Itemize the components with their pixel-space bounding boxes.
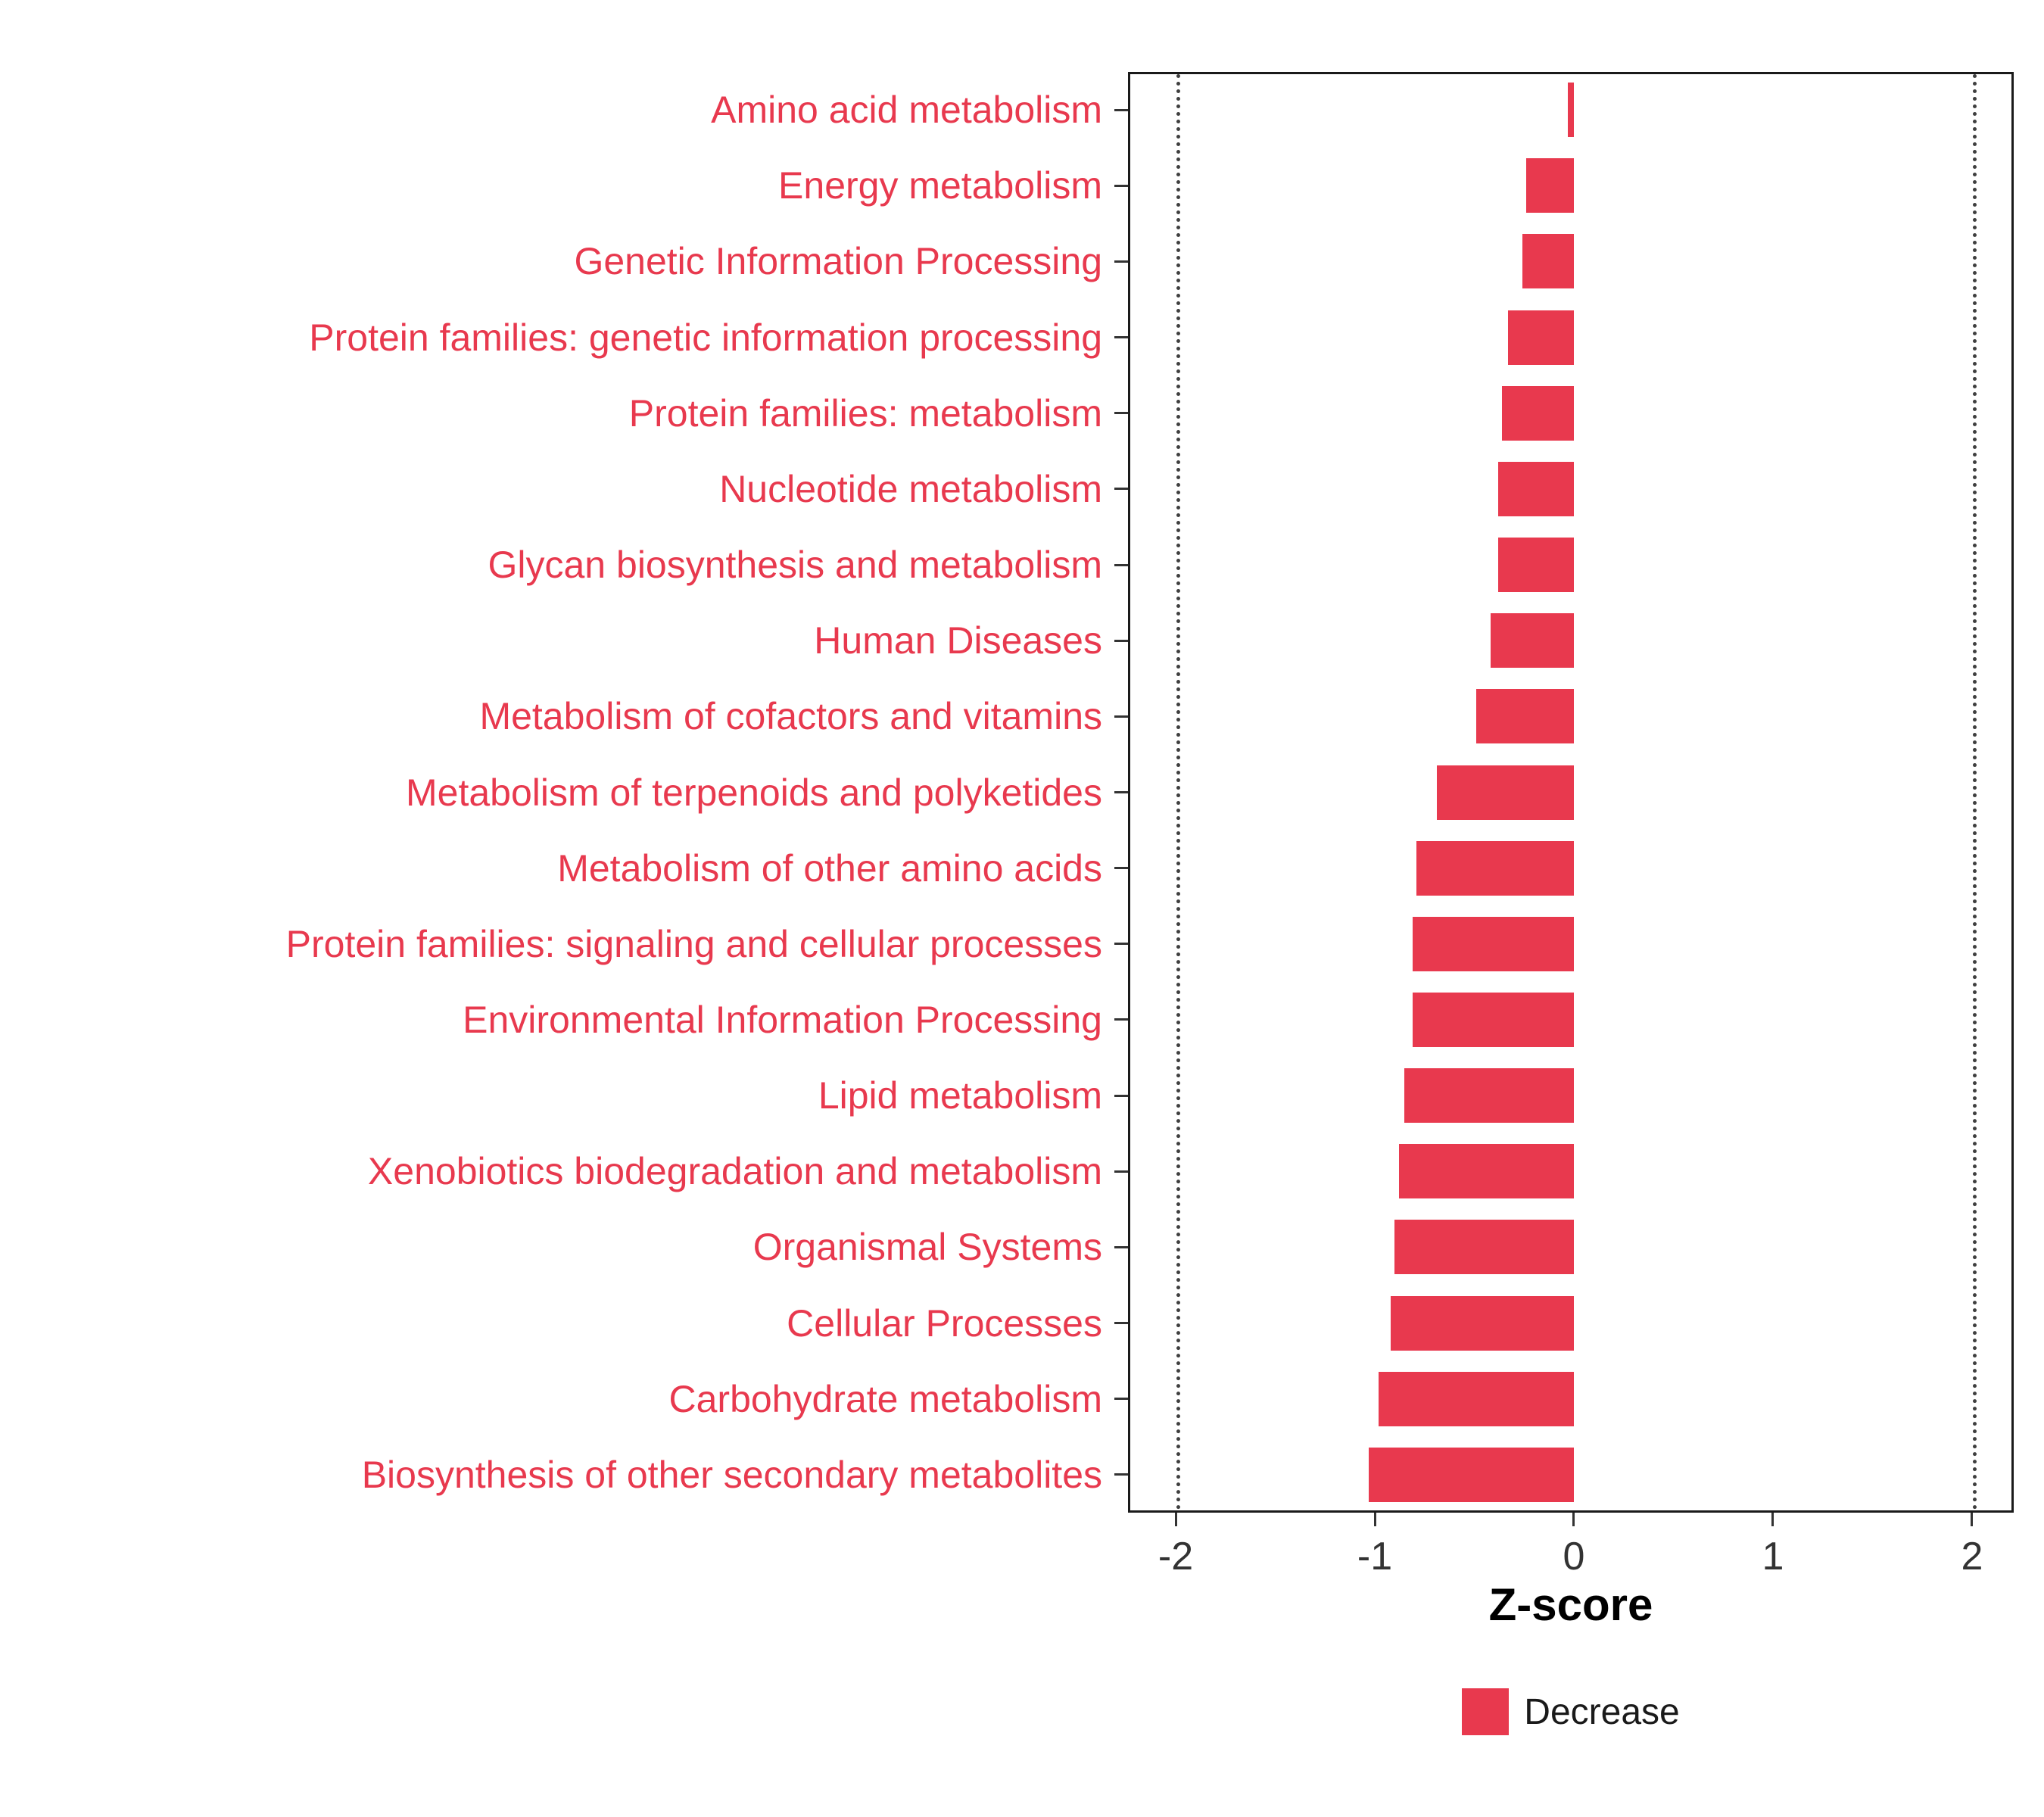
bar-0 [1568,83,1574,137]
category-label: Metabolism of cofactors and vitamins [479,695,1102,737]
category-label: Nucleotide metabolism [719,468,1102,510]
bar-15 [1394,1220,1574,1274]
y-tick-mark [1114,715,1128,718]
bar-17 [1379,1372,1574,1426]
bar-18 [1369,1448,1574,1502]
y-tick-mark [1114,109,1128,111]
category-label: Protein families: genetic information pr… [309,316,1102,359]
bar-12 [1412,993,1574,1047]
category-label: Protein families: metabolism [628,392,1102,435]
bar-16 [1391,1296,1574,1351]
category-label: Genetic Information Processing [574,240,1102,282]
y-tick-mark [1114,1246,1128,1248]
x-tick-mark [1771,1513,1774,1526]
y-tick-mark [1114,640,1128,642]
category-label: Cellular Processes [787,1302,1102,1345]
category-label: Human Diseases [814,619,1102,662]
bar-14 [1398,1144,1574,1198]
y-tick-mark [1114,260,1128,263]
category-label: Amino acid metabolism [711,89,1102,131]
plot-panel [1128,72,2014,1513]
category-label: Metabolism of other amino acids [557,847,1102,890]
y-tick-mark [1114,336,1128,338]
bar-2 [1522,234,1574,288]
x-tick-label: -1 [1357,1535,1393,1579]
x-tick-label: 2 [1961,1535,1983,1579]
x-tick-mark [1572,1513,1575,1526]
bar-4 [1502,386,1574,441]
y-tick-mark [1114,791,1128,793]
bar-10 [1416,841,1574,896]
x-tick-label: -2 [1158,1535,1194,1579]
y-tick-mark [1114,1473,1128,1476]
y-tick-mark [1114,1322,1128,1324]
legend-label-decrease: Decrease [1524,1691,1680,1732]
y-tick-mark [1114,867,1128,869]
bar-1 [1525,158,1574,213]
category-label: Metabolism of terpenoids and polyketides [406,771,1102,814]
category-label: Biosynthesis of other secondary metaboli… [361,1454,1102,1496]
category-label: Xenobiotics biodegradation and metabolis… [367,1150,1102,1192]
y-tick-mark [1114,1398,1128,1400]
bar-7 [1490,613,1574,668]
bar-5 [1498,462,1574,516]
y-tick-mark [1114,1170,1128,1173]
x-tick-mark [1374,1513,1376,1526]
category-label: Protein families: signaling and cellular… [285,923,1102,965]
x-tick-mark [1175,1513,1177,1526]
reference-line [1972,74,1977,1510]
legend: Decrease [1128,1688,2014,1735]
bar-9 [1436,765,1574,820]
category-label: Environmental Information Processing [463,999,1102,1041]
category-label: Organismal Systems [752,1226,1102,1268]
x-tick-label: 0 [1563,1535,1585,1579]
category-label: Energy metabolism [778,164,1102,207]
category-label: Carbohydrate metabolism [668,1378,1103,1420]
y-tick-mark [1114,1018,1128,1021]
x-tick-mark [1971,1513,1973,1526]
y-tick-mark [1114,412,1128,414]
bar-13 [1404,1068,1574,1123]
bar-6 [1498,538,1574,592]
bar-3 [1508,310,1574,365]
y-tick-mark [1114,185,1128,187]
y-tick-mark [1114,943,1128,945]
bar-11 [1412,917,1574,971]
x-axis-title: Z-score [1488,1579,1653,1630]
y-tick-mark [1114,488,1128,490]
category-label: Glycan biosynthesis and metabolism [488,544,1103,586]
bar-8 [1476,689,1574,743]
x-tick-label: 1 [1762,1535,1784,1579]
reference-line [1176,74,1181,1510]
category-label: Lipid metabolism [818,1074,1102,1117]
legend-swatch-decrease [1462,1688,1510,1735]
y-tick-mark [1114,564,1128,566]
y-tick-mark [1114,1095,1128,1097]
